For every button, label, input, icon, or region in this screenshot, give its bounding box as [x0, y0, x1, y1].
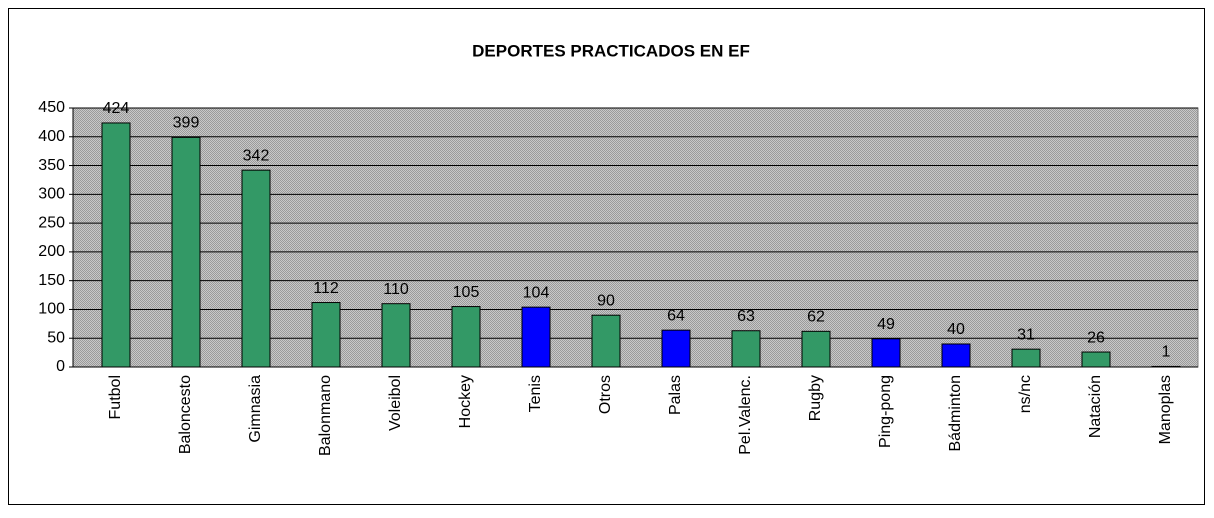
x-tick-label: Natación	[1087, 375, 1104, 438]
y-tick-label: 300	[38, 186, 65, 203]
value-label: 49	[877, 316, 895, 333]
x-tick-label: Palas	[667, 375, 684, 415]
bar	[381, 303, 411, 368]
y-tick-label: 250	[38, 214, 65, 231]
bar	[521, 306, 551, 368]
value-label: 90	[597, 292, 615, 309]
x-tick-label: Rugby	[807, 375, 824, 421]
y-tick-label: 50	[47, 329, 65, 346]
x-tick-label: Futbol	[107, 375, 124, 419]
value-label: 110	[383, 281, 409, 298]
bar	[871, 338, 901, 368]
value-label: 40	[947, 321, 965, 338]
bar	[591, 314, 621, 368]
x-tick-label: Voleibol	[387, 375, 404, 431]
value-label: 424	[103, 100, 130, 117]
y-tick-label: 450	[38, 99, 65, 116]
x-tick-label: Hockey	[457, 375, 474, 428]
y-tick-label: 200	[38, 243, 65, 260]
x-tick-label: Manoplas	[1157, 375, 1174, 444]
y-tick-label: 100	[38, 301, 65, 318]
x-tick-label: Ping-pong	[877, 375, 894, 448]
x-tick-label: ns/nc	[1017, 375, 1034, 413]
value-label: 399	[173, 115, 200, 132]
value-label: 63	[737, 308, 755, 325]
value-label: 342	[243, 147, 270, 164]
value-label: 105	[453, 284, 480, 301]
value-label: 112	[313, 280, 339, 297]
bar	[241, 169, 271, 368]
bar	[661, 329, 691, 368]
y-tick-label: 400	[38, 128, 65, 145]
x-tick-label: Otros	[597, 375, 614, 414]
bar	[801, 330, 831, 368]
value-label: 62	[807, 309, 825, 326]
value-label: 31	[1017, 326, 1035, 343]
chart-title: DEPORTES PRACTICADOS EN EF	[472, 41, 750, 60]
bar	[731, 330, 761, 368]
bar	[1081, 351, 1111, 368]
x-tick-label: Gimnasia	[247, 375, 264, 443]
y-tick-label: 350	[38, 157, 65, 174]
value-label: 64	[667, 307, 685, 324]
bar	[1011, 348, 1041, 368]
x-tick-label: Pel.Valenc.	[737, 375, 754, 455]
x-tick-label: Baloncesto	[177, 375, 194, 454]
x-tick-label: Bádminton	[947, 375, 964, 452]
x-tick-label: Tenis	[527, 375, 544, 412]
x-tick-label: Balonmano	[317, 375, 334, 456]
y-tick-label: 0	[56, 358, 65, 375]
bar	[311, 302, 341, 368]
bar	[1151, 365, 1181, 368]
y-tick-label: 150	[38, 272, 65, 289]
value-label: 104	[523, 284, 550, 301]
bar	[451, 306, 481, 368]
bar	[171, 136, 201, 368]
bar	[101, 122, 131, 368]
value-label: 1	[1162, 344, 1171, 361]
bar	[941, 343, 971, 368]
value-label: 26	[1087, 329, 1105, 346]
